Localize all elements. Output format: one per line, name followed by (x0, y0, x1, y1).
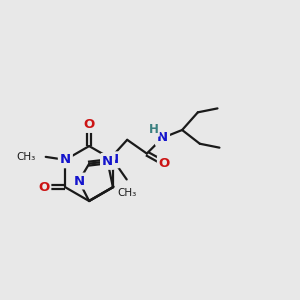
Text: N: N (73, 175, 84, 188)
Text: N: N (107, 153, 118, 166)
Text: O: O (159, 157, 170, 170)
Text: O: O (83, 118, 95, 131)
Text: N: N (102, 155, 113, 168)
Text: H: H (149, 122, 159, 136)
Text: CH₃: CH₃ (117, 188, 136, 198)
Text: O: O (38, 181, 50, 194)
Text: N: N (157, 131, 168, 144)
Text: CH₃: CH₃ (17, 152, 36, 162)
Text: N: N (60, 153, 71, 166)
